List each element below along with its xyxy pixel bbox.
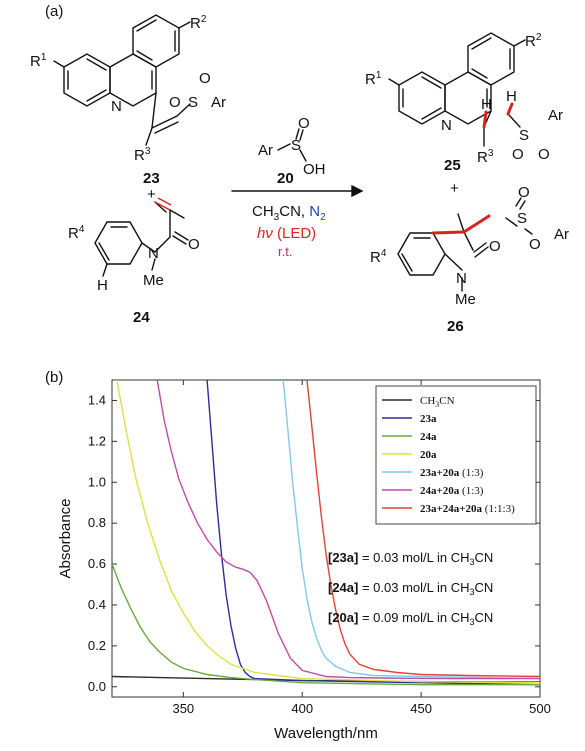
- r2-label-23: R2: [190, 14, 207, 32]
- r4-label-26: R4: [370, 248, 387, 266]
- y-tick-label: 0.6: [88, 556, 106, 571]
- series-lines: [112, 380, 540, 686]
- light-condition: hν (LED): [257, 225, 316, 242]
- x-tick-label: 500: [529, 701, 551, 716]
- new-ch-bond-2: [506, 102, 514, 116]
- sulfonyl-o-right-25: O: [538, 146, 550, 163]
- r3-label-25: R3: [477, 148, 494, 166]
- vinyl-red-bond-2: [157, 197, 172, 206]
- plus-sign-left: +: [147, 186, 156, 203]
- compound-23-structure: [53, 14, 191, 146]
- ar-label-26: Ar: [554, 226, 569, 243]
- compound-24-structure: [94, 201, 189, 277]
- sulfonyl-o-left-23: O: [169, 94, 181, 111]
- hydrogen-label-25b: H: [506, 88, 517, 105]
- compound-26-number: 26: [447, 318, 464, 335]
- legend-label: 24a: [420, 431, 437, 443]
- methyl-label-26: Me: [455, 291, 476, 308]
- compound-20-number: 20: [277, 170, 294, 187]
- y-axis-label: Absorbance: [57, 498, 74, 578]
- legend-label: 23a+24a+20a (1:1:3): [420, 503, 515, 515]
- reaction-scheme: (a) R2 R1 N O O S Ar R3 23 + R4 N O Me H…: [30, 3, 569, 335]
- legend-label: CH3CN: [420, 395, 455, 409]
- r1-label-25: R1: [365, 70, 382, 88]
- sulfur-label-26: S: [517, 210, 527, 227]
- ar-label-20: Ar: [258, 142, 273, 159]
- y-tick-label: 0.4: [88, 597, 106, 612]
- series-line-6: [306, 380, 540, 678]
- compound-25-structure: [388, 32, 526, 147]
- legend-label: 20a: [420, 449, 437, 461]
- x-tick-label: 450: [410, 701, 432, 716]
- sulfur-label-23: S: [188, 94, 198, 111]
- o-label-20: O: [298, 115, 310, 132]
- legend: CH3CN 23a 24a 20a 23a+20a (1:3) 24a+20a (1:3)…: [375, 385, 537, 525]
- oh-label-20: OH: [303, 161, 326, 178]
- nitrogen-label-26: N: [456, 270, 467, 287]
- sulfonyl-o-top-26: O: [518, 184, 530, 201]
- x-tick-label: 400: [291, 701, 313, 716]
- sulfur-label-25: S: [519, 127, 529, 144]
- nitrogen-label-25: N: [441, 117, 452, 134]
- new-ch-bond-1: [482, 110, 488, 129]
- legend-label: 24a+20a (1:3): [420, 485, 484, 497]
- sulfonyl-o-top-23: O: [199, 70, 211, 87]
- axis-ticks: 350 400 450 500 0.0 0.2 0.4 0.6 0.8 1.0 1.2 1.4: [88, 380, 551, 716]
- compound-20-structure: [277, 128, 307, 162]
- legend-label: 23a+20a (1:3): [420, 467, 484, 479]
- panel-b-label: (b): [45, 369, 63, 386]
- panel-a-label: (a): [45, 3, 63, 20]
- ar-label-25: Ar: [548, 107, 563, 124]
- methyl-label-24: Me: [143, 272, 164, 289]
- hydrogen-label-24: H: [97, 277, 108, 294]
- conc-note-24a: [24a] = 0.03 mol/L in CH3CN: [328, 580, 493, 597]
- sulfonyl-o-bottom-26: O: [529, 236, 541, 253]
- solvent-condition: CH3CN, N2: [252, 203, 326, 223]
- uv-vis-chart: (b) 350 400 450 500 0.0 0.2 0.4 0.6 0.8 1.0 1.2 1.4…: [45, 369, 551, 742]
- vinyl-red-bond: [154, 201, 171, 211]
- plus-sign-right: +: [450, 180, 459, 197]
- nitrogen-label-24: N: [148, 245, 159, 262]
- conc-note-20a: [20a] = 0.09 mol/L in CH3CN: [328, 610, 493, 627]
- y-tick-label: 1.0: [88, 474, 106, 489]
- carbonyl-o-26: O: [489, 238, 501, 255]
- temperature-condition: r.t.: [278, 244, 292, 259]
- hydrogen-label-25a: H: [481, 96, 492, 113]
- axis-labels: Wavelength/nm Absorbance: [57, 498, 378, 742]
- concentration-notes: [23a] = 0.03 mol/L in CH3CN [24a] = 0.03…: [328, 550, 493, 627]
- x-axis-label: Wavelength/nm: [274, 725, 378, 742]
- legend-box: [375, 385, 537, 525]
- y-tick-label: 0.8: [88, 515, 106, 530]
- sulfonyl-o-left-25: O: [512, 146, 524, 163]
- nitrogen-label-23: N: [111, 98, 122, 115]
- compound-24-number: 24: [133, 309, 150, 326]
- plot-frame: [111, 379, 541, 698]
- new-cc-bond-ring: [431, 230, 466, 235]
- r3-label-23: R3: [134, 146, 151, 164]
- r1-label-23: R1: [30, 52, 47, 70]
- ar-label-23: Ar: [211, 94, 226, 111]
- y-tick-label: 0.2: [88, 638, 106, 653]
- x-tick-label: 350: [172, 701, 194, 716]
- plot-area: [111, 379, 541, 698]
- series-line-4: [282, 380, 540, 680]
- conc-note-23a: [23a] = 0.03 mol/L in CH3CN: [328, 550, 493, 567]
- compound-26-structure: [397, 197, 533, 292]
- y-tick-label: 0.0: [88, 679, 106, 694]
- y-tick-label: 1.2: [88, 433, 106, 448]
- compound-25-number: 25: [444, 157, 461, 174]
- r4-label-24: R4: [68, 224, 85, 242]
- y-tick-label: 1.4: [88, 392, 106, 407]
- series-line-2: [112, 563, 540, 686]
- compound-23-number: 23: [143, 170, 160, 187]
- r2-label-25: R2: [525, 32, 542, 50]
- new-cc-bond-sulfone: [462, 214, 491, 234]
- carbonyl-o-24: O: [188, 236, 200, 253]
- series-line-3: [116, 380, 540, 684]
- legend-label: 23a: [420, 413, 437, 425]
- series-line-1: [206, 380, 540, 686]
- sulfur-label-20: S: [291, 137, 301, 154]
- series-line-5: [156, 380, 540, 680]
